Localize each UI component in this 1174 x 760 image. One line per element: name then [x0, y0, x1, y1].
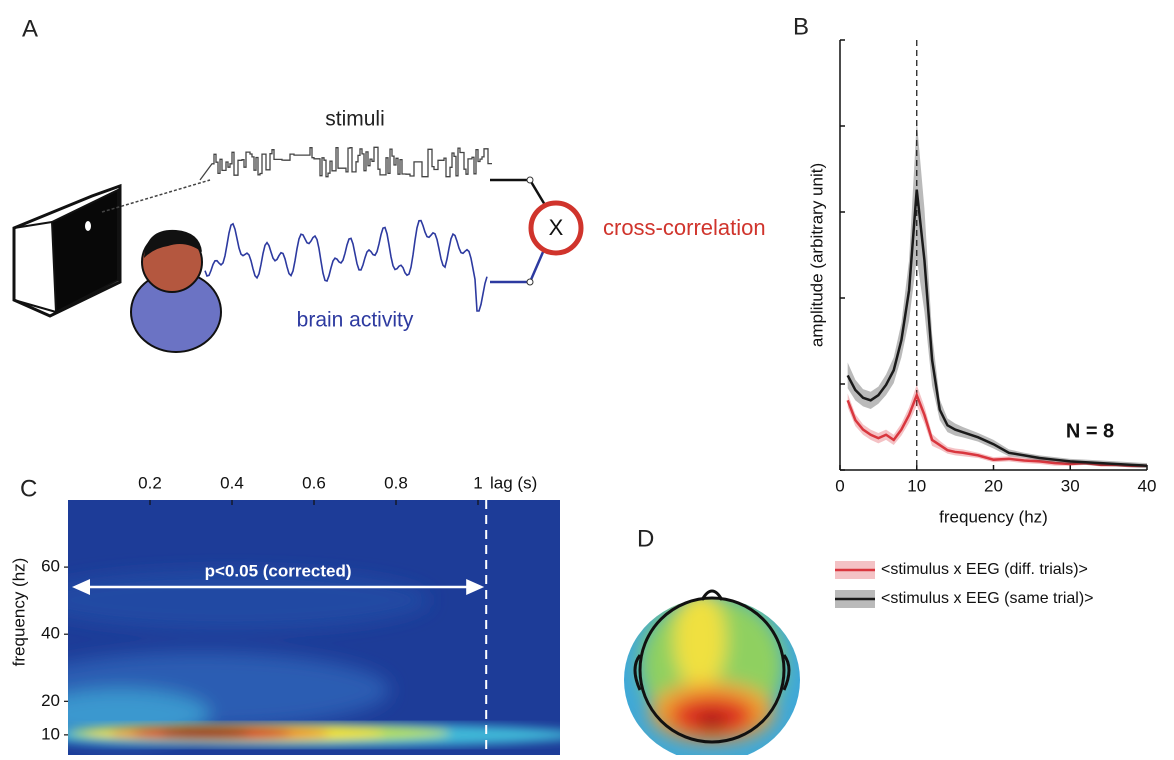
x-axis-title: lag (s) — [490, 473, 537, 492]
y-tick-label: 20 — [41, 691, 60, 710]
x-tick-label: 10 — [907, 476, 926, 495]
x-tick-label: 40 — [1138, 476, 1157, 495]
legend-label: <stimulus x EEG (same trial)> — [881, 590, 1094, 607]
x-tick-label: 0.2 — [138, 473, 162, 492]
series-line — [846, 391, 1147, 467]
operator: X — [549, 215, 564, 240]
x-tick-label: 0.6 — [302, 473, 326, 492]
connector — [490, 251, 545, 284]
x-tick-label: 0.4 — [220, 473, 244, 492]
node — [526, 278, 534, 286]
y-tick-label: 10 — [41, 724, 60, 743]
gaze-line — [101, 179, 211, 213]
brain-trace — [204, 219, 488, 312]
series-line — [846, 189, 1148, 467]
operator-circle — [528, 200, 584, 256]
arrow-head — [466, 579, 485, 595]
head-outline — [633, 589, 791, 744]
error-band — [847, 384, 1147, 468]
connector — [490, 178, 547, 206]
topomap — [624, 598, 800, 760]
node — [526, 176, 534, 184]
person — [130, 229, 222, 353]
error-band — [847, 120, 1147, 469]
y-tick-label: 40 — [41, 624, 60, 643]
y-tick-label: 60 — [41, 557, 60, 576]
x-tick-label: 1 — [473, 473, 482, 492]
brain-label: brain activity — [297, 309, 414, 332]
heatmap-field — [68, 500, 560, 755]
annotation: p<0.05 (corrected) — [205, 561, 352, 580]
x-axis-title: frequency (hz) — [939, 507, 1048, 526]
x-tick-label: 30 — [1061, 476, 1080, 495]
x-tick-label: 0.8 — [384, 473, 408, 492]
x-tick-label: 0 — [835, 476, 844, 495]
monitor — [12, 183, 122, 318]
panel-label: D — [637, 525, 654, 552]
annotation: N = 8 — [1066, 420, 1114, 442]
panel-label: A — [22, 15, 38, 42]
y-axis-title: amplitude (arbitrary unit) — [807, 163, 826, 347]
x-tick-label: 20 — [984, 476, 1003, 495]
output-label: cross-correlation — [603, 215, 766, 240]
arrow-head — [72, 579, 90, 595]
stimulus-trace — [199, 146, 492, 181]
stimulus-label: stimuli — [325, 108, 385, 131]
legend-label: <stimulus x EEG (diff. trials)> — [881, 561, 1088, 578]
y-axis-title: frequency (hz) — [9, 558, 28, 667]
panel-label: C — [20, 475, 37, 502]
panel-label: B — [793, 13, 809, 40]
